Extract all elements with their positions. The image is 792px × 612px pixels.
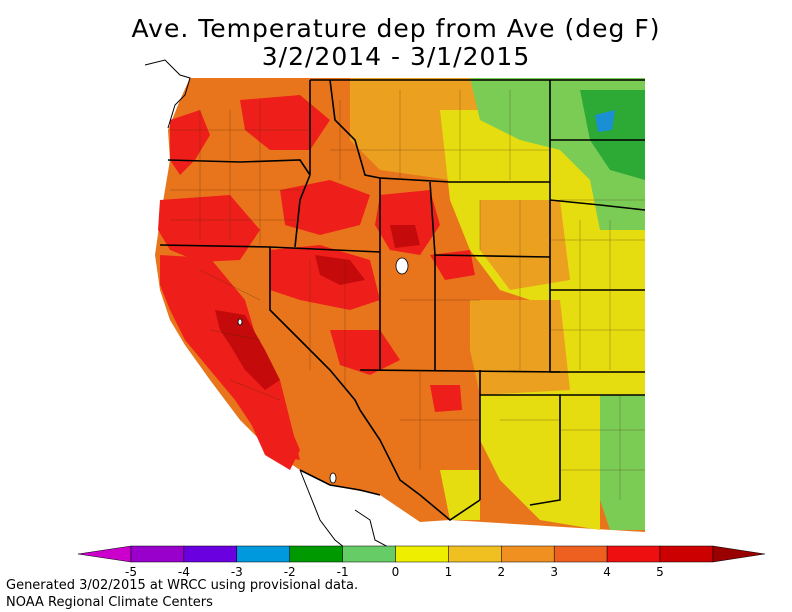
- lakes: [237, 257, 409, 484]
- legend-tick-label: 4: [603, 565, 611, 579]
- legend-tick-label: 0: [392, 565, 400, 579]
- great-salt-lake: [395, 257, 409, 275]
- legend-swatch: [183, 545, 238, 563]
- legend-swatch: [501, 545, 555, 563]
- legend-swatch: [395, 545, 449, 563]
- legend-tick-label: -5: [125, 565, 137, 579]
- region-colorado-red: [430, 250, 475, 280]
- legend-tick-label: -4: [178, 565, 190, 579]
- region-utah-deep: [390, 225, 420, 248]
- map-regions: [155, 78, 645, 532]
- id-nv-border: [269, 246, 381, 253]
- legend-swatch: [659, 545, 714, 563]
- credit-note: NOAA Regional Climate Centers: [6, 595, 213, 610]
- region-ks-yellow: [560, 300, 645, 400]
- ca-mexico-border: [299, 469, 381, 496]
- legend-tick-label: -3: [231, 565, 243, 579]
- mt-wy-border: [379, 177, 550, 183]
- region-az-red: [330, 330, 400, 375]
- legend-tick-label: 2: [497, 565, 505, 579]
- map-title: Ave. Temperature dep from Ave (deg F): [131, 14, 661, 43]
- bc-coast: [144, 59, 191, 129]
- id-mt-border: [329, 79, 381, 179]
- legend-swatch: [606, 545, 661, 563]
- region-ca-coast-red: [160, 255, 300, 460]
- generated-note: Generated 3/02/2015 at WRCC using provis…: [6, 578, 359, 593]
- legend-tick-label: -2: [284, 565, 296, 579]
- baja-coast: [299, 469, 346, 549]
- region-az-south-red: [430, 385, 462, 412]
- legend-swatch: [342, 545, 396, 563]
- region-socal-red: [245, 410, 300, 470]
- sd-ne-border: [549, 199, 646, 211]
- region-tx-green: [590, 395, 645, 530]
- date-range: 3/2/2014 - 3/1/2015: [261, 42, 531, 71]
- region-mn-blue: [595, 110, 615, 132]
- ca-nv-border: [269, 247, 361, 411]
- legend-swatch: [553, 545, 608, 563]
- state-boundaries: [159, 79, 646, 521]
- nm-tx-border: [480, 394, 561, 506]
- four-corners-line: [359, 369, 561, 373]
- legend-swatch: [289, 545, 343, 563]
- region-tx-yellow: [480, 390, 600, 530]
- or-id-border: [294, 174, 311, 248]
- legend-tick-label: 3: [550, 565, 558, 579]
- region-wa-red: [240, 95, 330, 150]
- salton-sea: [329, 472, 337, 484]
- county-lines: [170, 90, 645, 500]
- or-ca-border: [159, 244, 271, 248]
- region-utah-red: [375, 190, 440, 255]
- region-nevada-deep: [315, 255, 365, 285]
- legend-ticks: -5 -4 -3 -2 -1 0 1 2 3 4 5: [125, 565, 664, 579]
- legend-tick-label: 5: [656, 565, 664, 579]
- legend-swatch: [448, 545, 502, 563]
- legend-tick-label: 1: [445, 565, 453, 579]
- legend-swatch: [130, 545, 185, 563]
- legend-arrow-low: [77, 545, 132, 563]
- region-plains-orange: [480, 200, 570, 290]
- legend-arrow-high: [712, 545, 765, 563]
- lake-tahoe: [237, 318, 243, 326]
- legend-swatch: [236, 545, 290, 563]
- legend-tick-label: -1: [337, 565, 349, 579]
- az-mexico-border: [359, 409, 481, 521]
- legend-bar: [77, 545, 765, 563]
- wa-or-border: [167, 159, 311, 176]
- region-ca-deep-red: [215, 310, 280, 390]
- region-dakota-green: [580, 90, 645, 180]
